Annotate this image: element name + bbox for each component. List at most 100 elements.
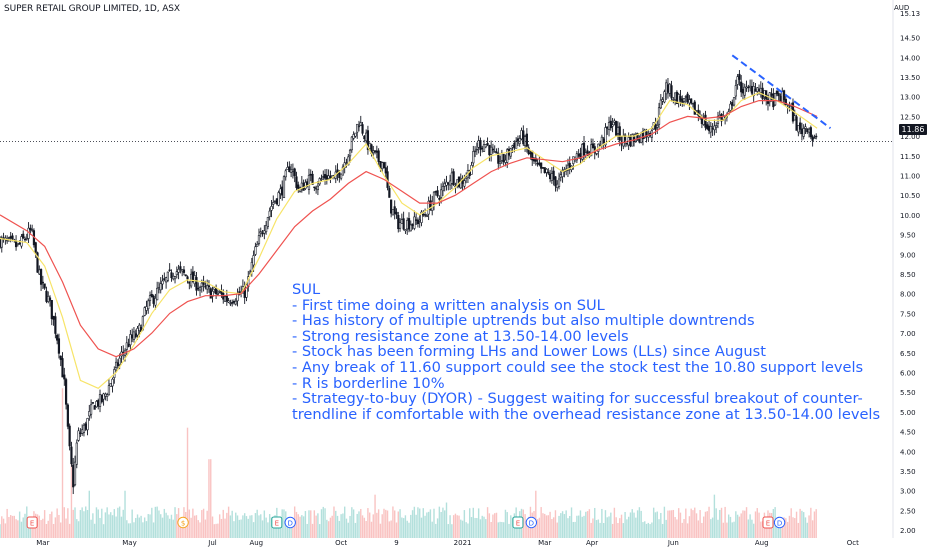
candle-body — [98, 394, 102, 407]
volume-bar — [656, 511, 658, 538]
volume-bar — [549, 511, 551, 538]
volume-bar — [517, 522, 519, 538]
event-marker-label: E — [516, 520, 520, 528]
candle-body — [738, 73, 741, 80]
candle-body — [390, 199, 393, 214]
event-markers: E $ E D E D E D — [26, 516, 786, 529]
volume-bar — [135, 517, 137, 538]
volume-bar — [508, 523, 510, 538]
candle-body — [488, 144, 491, 156]
candle-body — [536, 162, 539, 165]
candle-body — [506, 149, 509, 163]
candle-body — [313, 186, 316, 189]
candle-body — [227, 300, 230, 303]
volume-bar — [124, 490, 126, 538]
volume-bar — [226, 512, 228, 538]
candle-body — [448, 180, 452, 186]
volume-bar — [561, 511, 564, 538]
candle-body — [513, 142, 516, 149]
volume-bar — [801, 510, 803, 538]
candle-body — [447, 182, 450, 185]
candle-body — [706, 124, 709, 130]
volume-bar — [488, 513, 491, 538]
candle-body — [34, 242, 37, 253]
candle-body — [172, 275, 175, 280]
candle-body — [445, 181, 448, 186]
candle-body — [114, 361, 118, 368]
candle-body — [368, 143, 371, 149]
candle-body — [781, 91, 784, 103]
volume-bar — [369, 512, 371, 538]
volume-bar — [263, 510, 266, 538]
volume-bar — [60, 522, 62, 538]
volume-bar — [645, 523, 648, 538]
event-marker-label: E — [30, 520, 34, 528]
candle-body — [259, 231, 262, 234]
chart-title: SUPER RETAIL GROUP LIMITED, 1D, ASX — [4, 4, 180, 14]
volume-bar — [338, 520, 341, 538]
volume-bar — [197, 520, 199, 538]
volume-bar — [261, 520, 264, 538]
candle-body — [164, 277, 168, 283]
earnings-marker — [271, 516, 283, 529]
volume-bar — [422, 508, 424, 538]
candle-body — [307, 174, 311, 190]
candle-body — [804, 126, 807, 129]
candle-body — [498, 161, 502, 164]
currency-label: AUD — [894, 4, 910, 12]
volume-bar — [292, 518, 294, 538]
candle-body — [400, 219, 403, 224]
candle-body — [557, 178, 561, 187]
volume-bar — [808, 515, 810, 538]
candle-body — [18, 242, 21, 245]
candle-body — [109, 383, 112, 387]
candle-body — [359, 122, 362, 126]
candle-body — [806, 128, 809, 133]
candle-body — [663, 91, 666, 103]
volume-bar — [0, 524, 1, 538]
candle-body — [204, 285, 207, 288]
candle-body — [348, 149, 352, 157]
candle-body — [195, 277, 198, 291]
candle-body — [213, 287, 216, 290]
candle-body — [682, 98, 686, 102]
candles-layer — [0, 70, 818, 495]
volume-bar — [247, 518, 249, 538]
volume-bar — [379, 523, 382, 538]
volume-bar — [754, 511, 757, 538]
candle-body — [72, 464, 75, 488]
candle-body — [182, 269, 186, 273]
volume-bar — [558, 515, 560, 538]
volume-bar — [744, 510, 746, 538]
candle-body — [441, 186, 445, 192]
note-line: - Has history of multiple uptrends but a… — [292, 312, 755, 330]
volume-bar — [470, 517, 473, 538]
volume-bar — [461, 520, 464, 538]
volume-bar — [724, 506, 726, 538]
volume-bar — [426, 512, 428, 538]
candle-body — [6, 239, 9, 242]
candle-body — [297, 184, 300, 190]
candle-body — [548, 173, 552, 180]
volume-bar — [569, 516, 571, 538]
candle-body — [216, 292, 219, 295]
candle-body — [473, 150, 477, 153]
candle-body — [261, 232, 264, 235]
candle-body — [82, 424, 86, 433]
volume-bar — [156, 506, 158, 538]
candle-body — [606, 126, 609, 129]
volume-bar — [679, 512, 682, 538]
volume-bar — [376, 512, 378, 538]
volume-bar — [495, 512, 498, 538]
candle-body — [802, 128, 805, 137]
volume-bar — [742, 510, 744, 538]
volume-bar — [574, 521, 576, 538]
candle-body — [277, 192, 280, 206]
volume-bar — [795, 511, 798, 538]
candle-body — [666, 84, 670, 93]
volume-bar — [408, 522, 410, 538]
candle-body — [148, 295, 152, 301]
volume-bar — [72, 509, 74, 538]
candle-body — [54, 316, 57, 334]
volume-bar — [345, 518, 348, 538]
